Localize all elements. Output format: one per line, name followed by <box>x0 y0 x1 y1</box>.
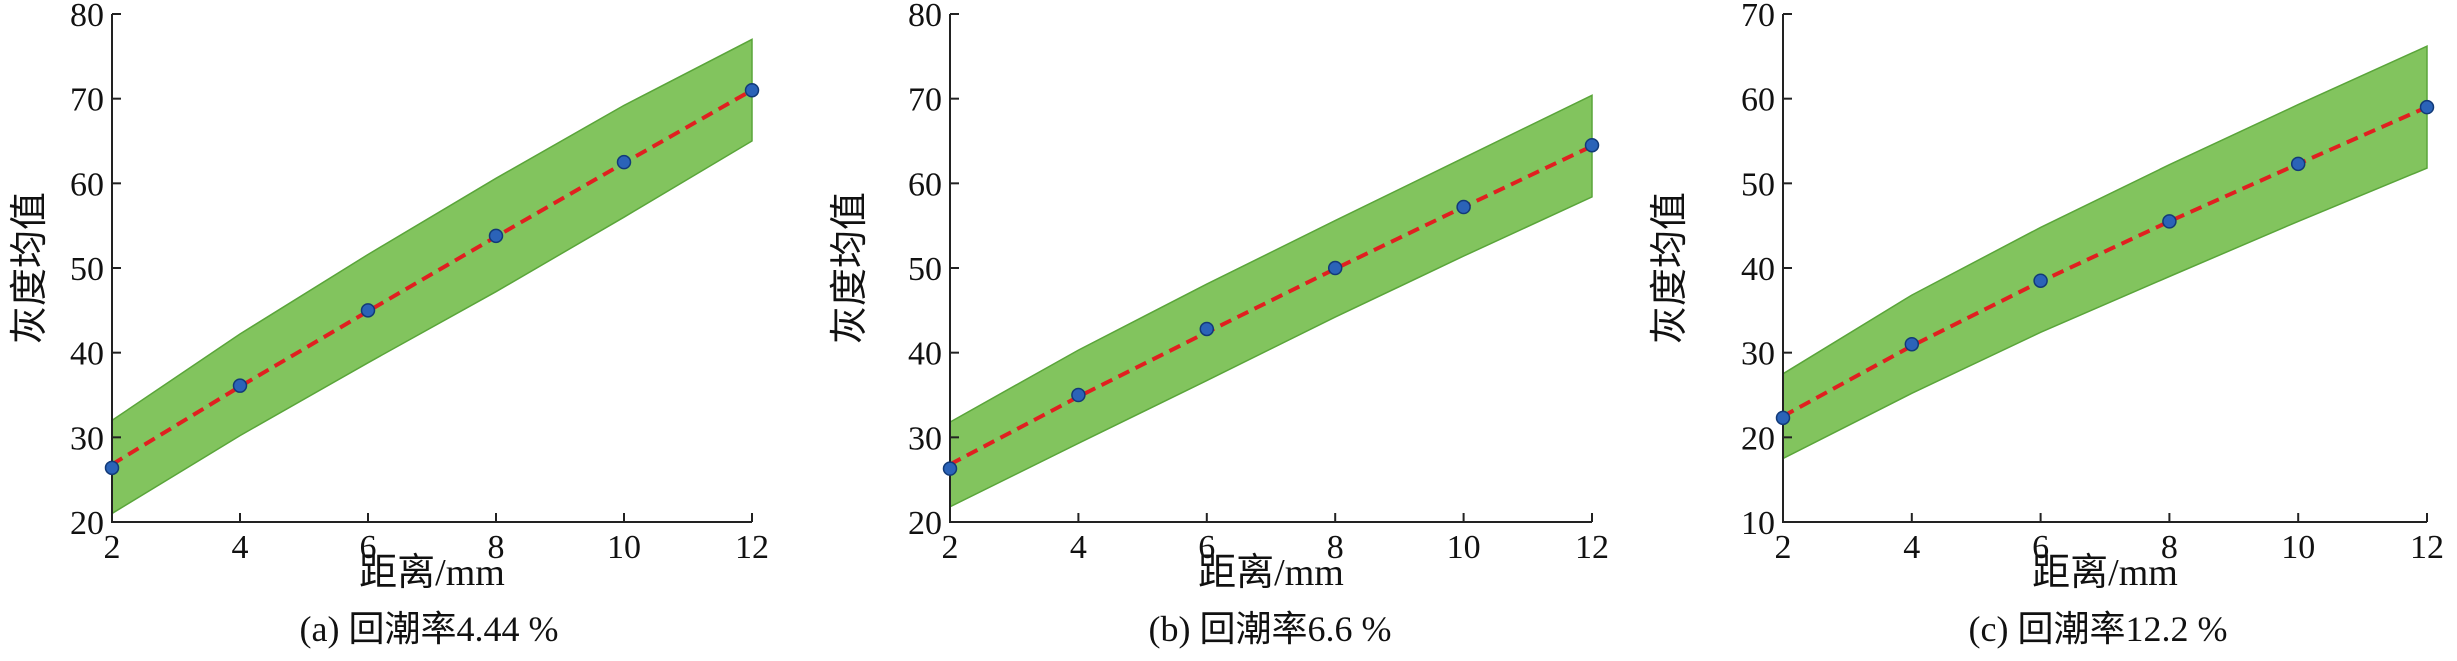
chart-a-y-axis-title: 灰度均值 <box>9 192 51 344</box>
chart-a-caption: (a) 回潮率4.44 % <box>300 609 559 649</box>
chart-b-data-point <box>1456 199 1471 215</box>
chart-b-caption: (b) 回潮率6.6 % <box>1149 609 1392 649</box>
chart-a-y-tick-label: 30 <box>70 420 104 457</box>
chart-c-x-tick-label: 6 <box>2032 529 2049 566</box>
chart-b-y-tick-label: 60 <box>908 166 942 203</box>
chart-b-data-point <box>1584 137 1600 153</box>
chart-a: 2 4 6 8 10 12 20 30 40 50 60 70 80 距离/mm 灰度均值 (a) 回潮率4.… <box>9 0 769 649</box>
chart-c-y-axis-title: 灰度均值 <box>1649 192 1691 344</box>
chart-a-y-tick-label: 60 <box>70 166 104 203</box>
chart-b-fit-line <box>949 144 1593 467</box>
chart-b-y-axis-title: 灰度均值 <box>829 192 871 344</box>
chart-a-x-axis-title: 距离/mm <box>359 552 505 594</box>
chart-b-data-point <box>1071 387 1086 403</box>
chart-c-x-tick-label: 2 <box>1775 529 1792 566</box>
chart-c-y-tick-label: 50 <box>1741 166 1775 203</box>
chart-a-y-tick-label: 40 <box>70 336 104 373</box>
chart-b-y-tick-label: 70 <box>908 82 942 119</box>
chart-b-x-axis-title: 距离/mm <box>1198 552 1344 594</box>
chart-c-y-tick-label: 10 <box>1741 505 1775 542</box>
chart-b-y-tick-label: 20 <box>908 505 942 542</box>
chart-b: 2 4 6 8 10 12 20 30 40 50 60 70 80 距离/mm 灰度均值 (b) 回潮率6.… <box>829 0 1609 649</box>
chart-c-x-tick-label: 8 <box>2161 529 2178 566</box>
chart-a-x-tick-label: 8 <box>488 529 505 566</box>
chart-c-caption: (c) 回潮率12.2 % <box>1969 609 2228 649</box>
chart-b-y-tick-label: 50 <box>908 251 942 288</box>
chart-b-x-tick-label: 4 <box>1070 529 1087 566</box>
chart-c: 2 4 6 8 10 12 10 20 30 40 50 60 70 距离/mm 灰度均值 (c) 回潮率12… <box>1649 0 2444 649</box>
chart-a-data-point <box>104 460 120 476</box>
chart-a-x-tick-label: 12 <box>735 529 769 566</box>
chart-c-x-tick-label: 10 <box>2281 529 2315 566</box>
chart-c-y-tick-label: 40 <box>1741 251 1775 288</box>
chart-b-data-point <box>1199 321 1215 337</box>
chart-a-x-tick-label: 4 <box>232 529 249 566</box>
chart-b-x-tick-label: 2 <box>942 529 959 566</box>
chart-b-y-tick-label: 80 <box>908 0 942 34</box>
chart-a-data-point <box>360 303 376 318</box>
chart-c-y-tick-label: 30 <box>1741 336 1775 373</box>
chart-a-fit-line <box>110 88 753 467</box>
chart-c-data-point <box>2419 99 2435 115</box>
chart-a-data-point <box>616 154 632 170</box>
chart-a-y-tick-label: 80 <box>70 0 104 34</box>
chart-b-y-tick-label: 30 <box>908 420 942 457</box>
chart-a-x-tick-label: 2 <box>104 529 121 566</box>
chart-b-data-point <box>1327 260 1343 276</box>
chart-c-x-tick-label: 4 <box>1903 529 1920 566</box>
chart-c-x-tick-label: 12 <box>2410 529 2444 566</box>
chart-c-y-tick-label: 60 <box>1741 82 1775 119</box>
chart-a-data-point <box>232 378 248 393</box>
chart-b-y-tick-label: 40 <box>908 336 942 373</box>
chart-b-x-tick-label: 10 <box>1447 529 1481 566</box>
chart-a-data-point <box>488 228 504 244</box>
chart-a-data-point <box>744 82 760 98</box>
chart-a-confidence-band <box>111 38 753 515</box>
chart-c-data-point <box>1775 410 1791 426</box>
chart-c-fit-line <box>1782 105 2428 418</box>
chart-c-x-axis-title: 距离/mm <box>2032 552 2178 594</box>
chart-a-y-tick-label: 70 <box>70 82 104 119</box>
chart-c-data-point <box>2290 156 2306 172</box>
chart-a-x-tick-label: 10 <box>607 529 641 566</box>
chart-c-y-tick-label: 20 <box>1741 420 1775 457</box>
chart-b-data-point <box>942 461 958 476</box>
chart-b-x-tick-label: 12 <box>1575 529 1609 566</box>
chart-c-y-tick-label: 70 <box>1741 0 1775 34</box>
chart-b-x-tick-label: 6 <box>1198 529 1215 566</box>
chart-a-x-tick-label: 6 <box>360 529 377 566</box>
chart-b-confidence-band <box>949 94 1593 509</box>
chart-a-y-tick-label: 50 <box>70 251 104 288</box>
chart-c-data-point <box>2162 214 2177 229</box>
chart-c-data-point <box>1904 336 1920 352</box>
chart-b-x-tick-label: 8 <box>1327 529 1344 566</box>
chart-c-data-point <box>2033 273 2048 288</box>
chart-a-y-tick-label: 20 <box>70 505 104 542</box>
